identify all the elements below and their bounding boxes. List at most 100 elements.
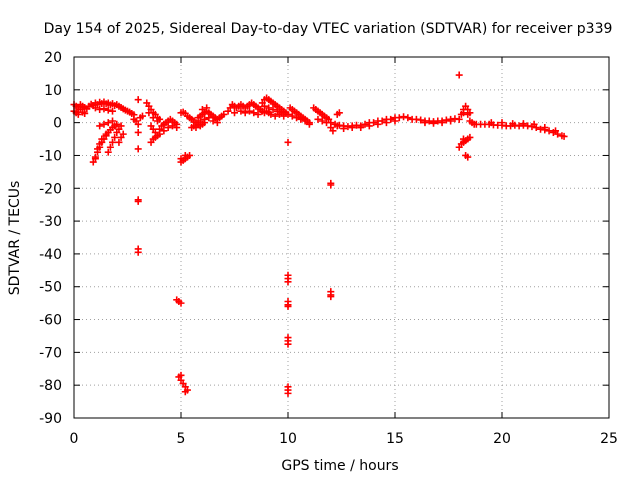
data-point <box>91 104 99 112</box>
data-point <box>327 181 335 189</box>
x-tick-label: 10 <box>279 431 297 447</box>
data-point <box>378 117 386 125</box>
data-point <box>96 122 104 130</box>
data-point <box>91 155 99 163</box>
data-point <box>168 122 176 130</box>
data-point <box>245 107 253 115</box>
data-point <box>104 148 112 156</box>
x-tick-label: 0 <box>70 431 79 447</box>
data-point <box>275 110 283 118</box>
data-point <box>552 127 559 135</box>
data-point <box>160 127 168 135</box>
y-axis-label: SDTVAR / TECUs <box>7 181 23 296</box>
data-point <box>145 109 153 117</box>
data-point <box>138 112 146 120</box>
data-point <box>417 116 425 124</box>
data-point <box>198 106 206 114</box>
data-point <box>177 299 185 307</box>
data-point <box>271 112 279 120</box>
data-point <box>117 122 125 130</box>
data-point <box>134 96 142 104</box>
y-tick-label: 0 <box>53 116 62 132</box>
data-point <box>305 120 313 128</box>
data-point <box>314 115 322 123</box>
data-point <box>357 124 365 132</box>
data-point <box>98 135 106 143</box>
data-point <box>340 125 348 133</box>
data-point <box>404 114 412 122</box>
y-tick-label: 10 <box>44 83 62 99</box>
data-point <box>323 119 331 127</box>
x-tick-label: 20 <box>493 431 511 447</box>
y-tick-label: -60 <box>39 313 62 329</box>
data-point <box>100 120 108 128</box>
y-tick-label: -90 <box>39 411 62 427</box>
data-point <box>509 120 517 128</box>
data-point <box>111 133 119 141</box>
data-point <box>284 340 292 348</box>
x-axis-label: GPS time / hours <box>281 458 398 474</box>
data-point <box>284 110 292 118</box>
data-point <box>284 389 292 397</box>
data-point <box>209 117 217 125</box>
data-point <box>134 248 142 256</box>
data-point <box>237 107 245 115</box>
data-point <box>149 114 157 122</box>
data-point <box>151 133 159 141</box>
data-point <box>134 120 142 128</box>
data-point <box>115 138 123 146</box>
data-point <box>104 119 112 127</box>
data-point <box>530 120 538 128</box>
data-point <box>220 110 228 118</box>
data-point <box>192 124 200 132</box>
plot-frame <box>73 56 610 419</box>
data-point <box>102 130 110 138</box>
data-point <box>387 115 395 123</box>
data-point <box>365 122 373 130</box>
data-point <box>421 119 429 127</box>
data-point <box>181 151 189 159</box>
data-point <box>94 145 102 153</box>
data-point <box>329 127 337 135</box>
grid <box>74 57 609 418</box>
data-point <box>119 130 127 138</box>
data-point <box>466 109 474 117</box>
y-tick-label: -70 <box>39 345 62 361</box>
axis-ticks <box>73 56 610 419</box>
data-point <box>284 278 292 286</box>
data-point <box>288 112 296 120</box>
data-point <box>560 132 568 140</box>
data-point <box>519 120 527 128</box>
data-point <box>203 104 211 112</box>
data-point <box>541 124 549 132</box>
chart-title: Day 154 of 2025, Sidereal Day-to-day VTE… <box>44 21 613 37</box>
data-point <box>109 107 117 115</box>
data-point <box>459 135 467 143</box>
data-point <box>153 117 161 125</box>
data-point <box>487 119 495 127</box>
data-point <box>113 120 121 128</box>
data-point <box>545 127 553 135</box>
data-point <box>134 197 142 205</box>
data-point <box>113 128 121 136</box>
data-point <box>455 71 463 79</box>
data-point <box>466 133 474 141</box>
y-tick-label: -30 <box>39 214 62 230</box>
x-tick-label: 15 <box>386 431 404 447</box>
data-point <box>318 117 326 125</box>
y-tick-label: 20 <box>44 50 62 66</box>
data-point <box>231 109 238 117</box>
data-point <box>109 138 117 146</box>
data-point <box>106 143 114 151</box>
data-point <box>156 130 164 138</box>
data-point <box>395 114 403 122</box>
x-tick-labels: 0 5 10 15 20 25 <box>70 431 618 447</box>
data-point <box>327 293 335 301</box>
data-point <box>498 119 506 127</box>
data-point <box>96 140 104 148</box>
data-point <box>177 371 185 379</box>
data-point <box>109 117 117 125</box>
data-point <box>196 117 204 125</box>
data-point <box>400 113 408 121</box>
data-point <box>348 124 356 132</box>
